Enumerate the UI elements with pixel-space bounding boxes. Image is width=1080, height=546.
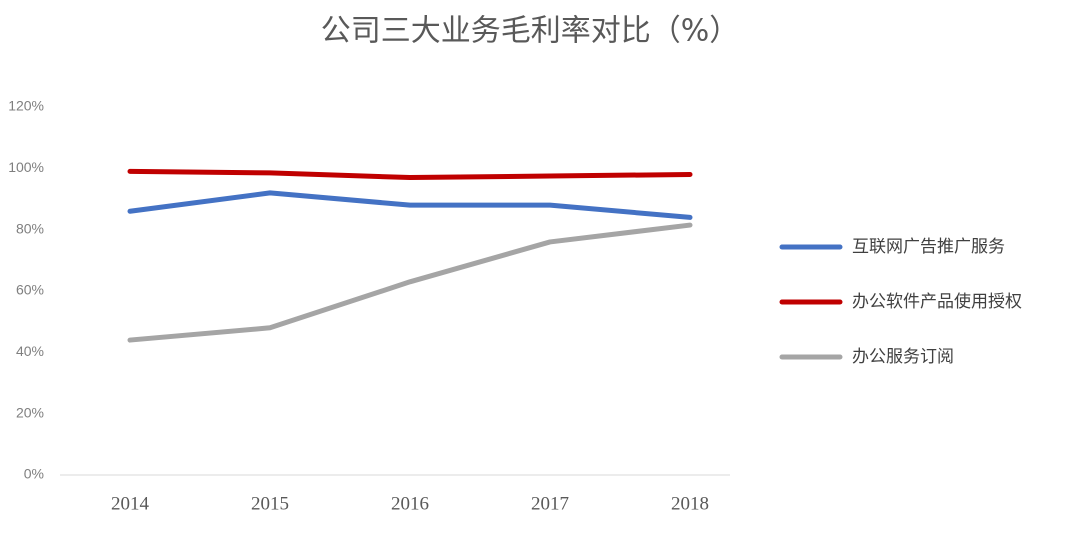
series-line: [127, 168, 693, 181]
legend-label: 互联网广告推广服务: [852, 237, 1005, 257]
legend-label: 办公软件产品使用授权: [852, 291, 1022, 312]
x-tick-label: 2018: [671, 493, 709, 514]
x-tick-label: 2016: [391, 493, 429, 514]
chart-title: 公司三大业务毛利率对比（%）: [321, 14, 740, 49]
y-tick-label: 40%: [16, 343, 44, 359]
y-tick-label: 0%: [24, 466, 44, 482]
series-line: [127, 190, 693, 220]
legend-label: 办公服务订阅: [852, 347, 954, 367]
x-tick-label: 2017: [531, 493, 569, 514]
y-tick-label: 120%: [8, 98, 44, 114]
y-tick-label: 100%: [8, 159, 44, 175]
x-tick-label: 2015: [251, 493, 289, 514]
y-tick-label: 60%: [16, 282, 44, 298]
x-tick-label: 2014: [111, 493, 150, 514]
series-line: [127, 222, 693, 343]
y-tick-label: 20%: [16, 404, 44, 420]
y-tick-label: 80%: [16, 220, 44, 236]
